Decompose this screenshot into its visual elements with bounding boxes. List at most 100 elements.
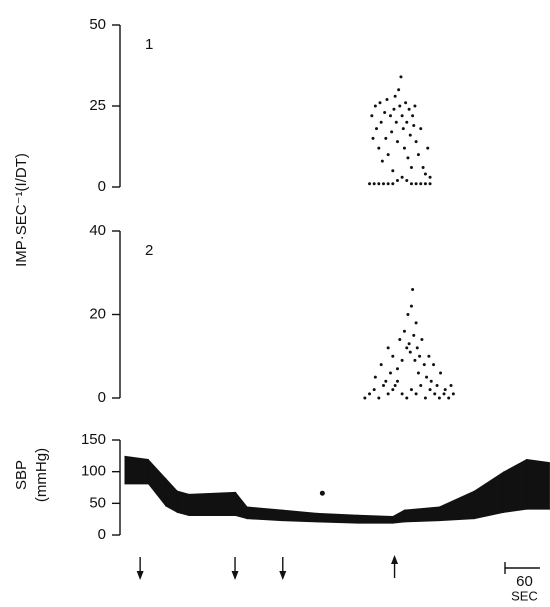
y-tick-label: 100 [81,463,106,480]
panel-label: 1 [145,36,153,53]
spike-dot [420,338,424,342]
spike-dot [368,182,372,186]
spike-dot [433,392,437,396]
spike-dot [385,98,389,102]
spike-dot [412,123,416,127]
y-tick-label: 25 [89,97,106,114]
spike-dot [418,354,422,358]
spike-dot [429,379,433,383]
spike-dot [414,182,418,186]
y-tick-label: 0 [98,389,106,406]
scale-bar-unit: SEC [511,588,538,603]
spike-dot [378,101,382,105]
spike-dot [415,346,419,350]
spike-dot [428,182,432,186]
spike-dot [375,127,379,131]
spike-dot [422,363,426,367]
spike-dot [386,392,390,396]
spike-dot [404,101,408,105]
spike-dot [405,120,409,124]
spike-dot [400,358,404,362]
spike-dot [393,94,397,98]
spike-dot [390,130,394,134]
spike-dot [419,182,423,186]
spike-dot [407,342,411,346]
spike-dot [394,120,398,124]
y-tick-label: 40 [89,222,106,239]
spike-dot [414,321,418,325]
y-tick-label: 50 [89,494,106,511]
spike-dot [408,133,412,137]
scale-bar-label: 60 [516,573,533,590]
spike-dot [402,329,406,333]
spike-dot [400,114,404,118]
spike-dot [416,371,420,375]
spike-dot [413,358,417,362]
event-arrow-head [391,555,399,564]
spike-dot [379,120,383,124]
spike-dot [381,182,385,186]
spike-dot [386,182,390,186]
spike-dot [363,396,367,400]
spike-dot [398,104,402,108]
y-axis-label: IMP·SEC⁻¹(I/DT) [13,153,30,267]
spike-dot [409,388,413,392]
event-arrow-head [136,571,144,580]
spike-dot [377,396,381,400]
spike-dot [392,107,396,111]
y-axis-label: (mmHg) [33,448,50,502]
spike-dot [391,182,395,186]
spike-dot [423,172,427,176]
spike-dot [395,367,399,371]
spike-dot [428,388,432,392]
spike-dot [437,396,441,400]
spike-dot [370,114,374,118]
spike-dot [405,179,409,183]
y-tick-label: 0 [98,178,106,195]
pressure-band [125,455,550,524]
panel-label: 2 [145,242,153,259]
y-axis-label: SBP [13,460,30,490]
spike-dot [428,175,432,179]
spike-dot [412,333,416,337]
spike-dot [442,392,446,396]
spike-dot [388,114,392,118]
spike-dot [386,346,390,350]
spike-dot [451,392,455,396]
y-tick-label: 20 [89,305,106,322]
spike-dot [432,363,436,367]
spike-dot [414,140,418,144]
spike-dot [372,182,376,186]
y-tick-label: 50 [89,16,106,33]
spike-dot [400,392,404,396]
spike-dot [423,396,427,400]
spike-dot [386,153,390,157]
spike-dot [435,383,439,387]
spike-dot [419,383,423,387]
spike-dot [423,182,427,186]
spike-dot [447,396,451,400]
spike-dot [381,383,385,387]
spike-dot [373,104,377,108]
spike-dot [384,379,388,383]
spike-dot [405,346,409,350]
y-tick-label: 0 [98,526,106,543]
spike-dot [409,304,413,308]
spike-dot [399,75,403,79]
spike-dot [411,287,415,291]
spike-dot [400,175,404,179]
spike-dot [377,182,381,186]
spike-dot [409,182,413,186]
spike-dot [439,371,443,375]
spike-dot [393,383,397,387]
spike-dot [398,338,402,342]
spike-dot [372,388,376,392]
spike-dot [413,104,417,108]
spike-dot [449,383,453,387]
spike-dot [391,388,395,392]
spike-dot [383,110,387,114]
spike-dot [380,159,384,163]
spike-dot [395,379,399,383]
spike-dot [397,88,401,92]
